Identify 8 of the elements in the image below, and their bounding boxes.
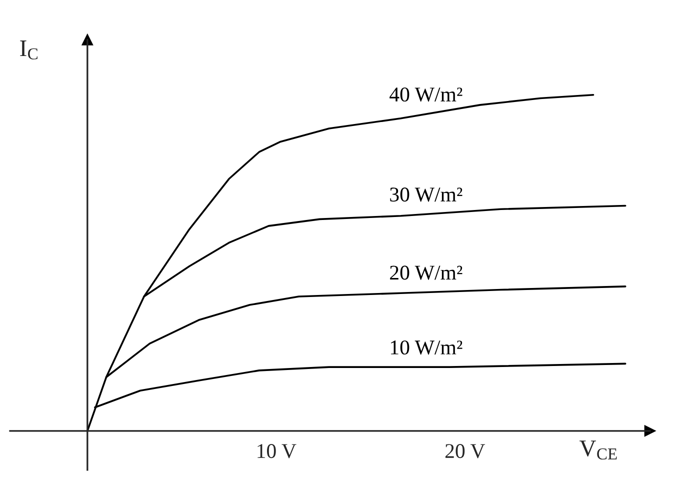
series-label: 20 W/m² [390, 266, 462, 280]
series-label: 10 W/m² [390, 340, 462, 355]
x-axis-title: V$_{CE}$ [579, 440, 617, 460]
x-tick-label: 20 V [445, 444, 486, 458]
series-label: 30 W/m² [390, 188, 462, 202]
series-label: 40 W/m² [390, 87, 462, 102]
x-tick-label: 10 V [258, 444, 296, 458]
y-axis-title: I$_{C}$ [20, 40, 38, 60]
